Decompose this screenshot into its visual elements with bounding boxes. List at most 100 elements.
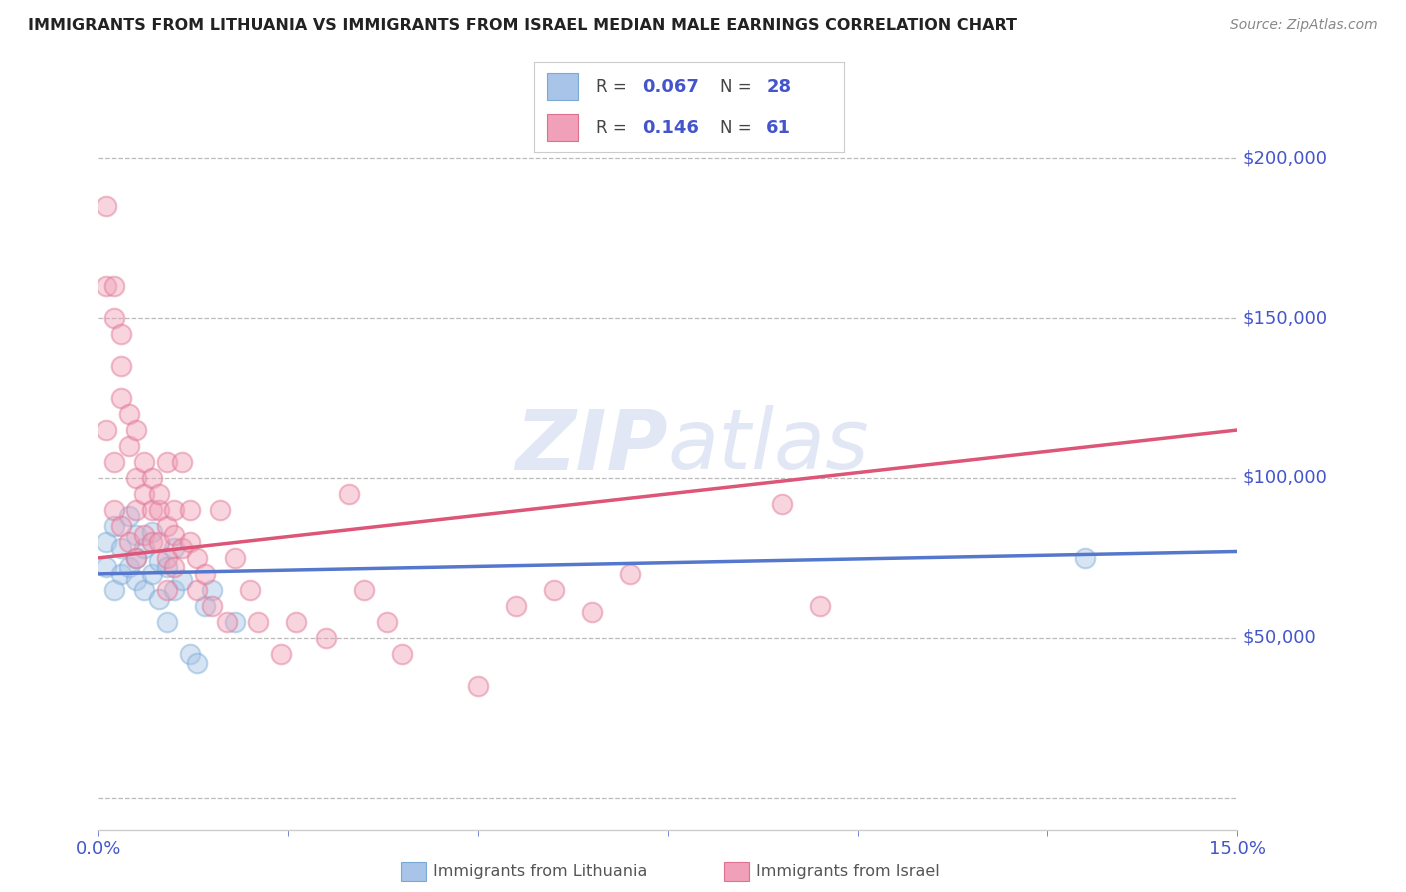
- Point: [337, 487, 360, 501]
- Point: [375, 615, 398, 629]
- Point: [201, 582, 224, 597]
- Point: [543, 582, 565, 597]
- Point: [179, 647, 201, 661]
- Point: [148, 554, 170, 568]
- Point: [94, 279, 117, 293]
- Point: [186, 657, 208, 671]
- Text: $100,000: $100,000: [1243, 469, 1327, 487]
- Text: ZIP: ZIP: [515, 406, 668, 486]
- Point: [186, 550, 208, 565]
- Text: 61: 61: [766, 119, 792, 136]
- Text: R =: R =: [596, 78, 633, 95]
- Point: [163, 560, 186, 574]
- Point: [94, 560, 117, 574]
- Point: [208, 503, 231, 517]
- Text: R =: R =: [596, 119, 633, 136]
- Point: [118, 439, 141, 453]
- Point: [315, 631, 337, 645]
- Text: Source: ZipAtlas.com: Source: ZipAtlas.com: [1230, 18, 1378, 32]
- Point: [156, 615, 179, 629]
- Point: [103, 519, 125, 533]
- Point: [619, 566, 641, 581]
- Text: 28: 28: [766, 78, 792, 95]
- Point: [170, 541, 193, 556]
- Point: [163, 582, 186, 597]
- Point: [156, 519, 179, 533]
- Point: [148, 534, 170, 549]
- Point: [141, 471, 163, 485]
- Point: [118, 560, 141, 574]
- Text: Immigrants from Lithuania: Immigrants from Lithuania: [433, 864, 647, 879]
- Point: [148, 487, 170, 501]
- Point: [156, 582, 179, 597]
- Text: N =: N =: [720, 78, 756, 95]
- Point: [110, 327, 132, 342]
- Point: [118, 534, 141, 549]
- Point: [770, 496, 793, 510]
- Point: [125, 503, 148, 517]
- Point: [110, 519, 132, 533]
- Point: [467, 679, 489, 693]
- Point: [179, 534, 201, 549]
- Point: [179, 503, 201, 517]
- Point: [163, 541, 186, 556]
- Point: [224, 615, 246, 629]
- Point: [103, 279, 125, 293]
- Point: [118, 509, 141, 524]
- Point: [141, 503, 163, 517]
- Point: [170, 573, 193, 587]
- Point: [1074, 550, 1097, 565]
- Point: [141, 566, 163, 581]
- Point: [141, 534, 163, 549]
- Point: [156, 455, 179, 469]
- Point: [217, 615, 239, 629]
- Point: [94, 534, 117, 549]
- Point: [103, 582, 125, 597]
- Point: [132, 541, 155, 556]
- Point: [201, 599, 224, 613]
- Point: [163, 503, 186, 517]
- Text: 0.067: 0.067: [643, 78, 699, 95]
- Point: [391, 647, 413, 661]
- Point: [156, 550, 179, 565]
- Point: [132, 487, 155, 501]
- Point: [132, 455, 155, 469]
- Point: [246, 615, 269, 629]
- Point: [270, 647, 292, 661]
- Point: [224, 550, 246, 565]
- Text: 0.146: 0.146: [643, 119, 699, 136]
- Point: [125, 550, 148, 565]
- Point: [186, 582, 208, 597]
- Point: [194, 599, 217, 613]
- Point: [132, 582, 155, 597]
- Point: [239, 582, 262, 597]
- Point: [808, 599, 831, 613]
- Point: [148, 503, 170, 517]
- Point: [132, 528, 155, 542]
- Point: [581, 605, 603, 619]
- Point: [284, 615, 307, 629]
- Text: $150,000: $150,000: [1243, 310, 1329, 327]
- Point: [170, 455, 193, 469]
- FancyBboxPatch shape: [547, 73, 578, 100]
- Point: [125, 423, 148, 437]
- Point: [141, 525, 163, 540]
- Point: [148, 592, 170, 607]
- Point: [163, 528, 186, 542]
- Point: [103, 503, 125, 517]
- Text: $50,000: $50,000: [1243, 629, 1317, 647]
- FancyBboxPatch shape: [547, 114, 578, 141]
- Text: atlas: atlas: [668, 406, 869, 486]
- Point: [103, 311, 125, 326]
- Point: [94, 199, 117, 213]
- Point: [118, 407, 141, 421]
- Point: [353, 582, 375, 597]
- Point: [94, 423, 117, 437]
- Point: [103, 455, 125, 469]
- Point: [505, 599, 527, 613]
- Point: [156, 560, 179, 574]
- Text: N =: N =: [720, 119, 756, 136]
- Text: IMMIGRANTS FROM LITHUANIA VS IMMIGRANTS FROM ISRAEL MEDIAN MALE EARNINGS CORRELA: IMMIGRANTS FROM LITHUANIA VS IMMIGRANTS …: [28, 18, 1017, 33]
- Point: [110, 566, 132, 581]
- Point: [194, 566, 217, 581]
